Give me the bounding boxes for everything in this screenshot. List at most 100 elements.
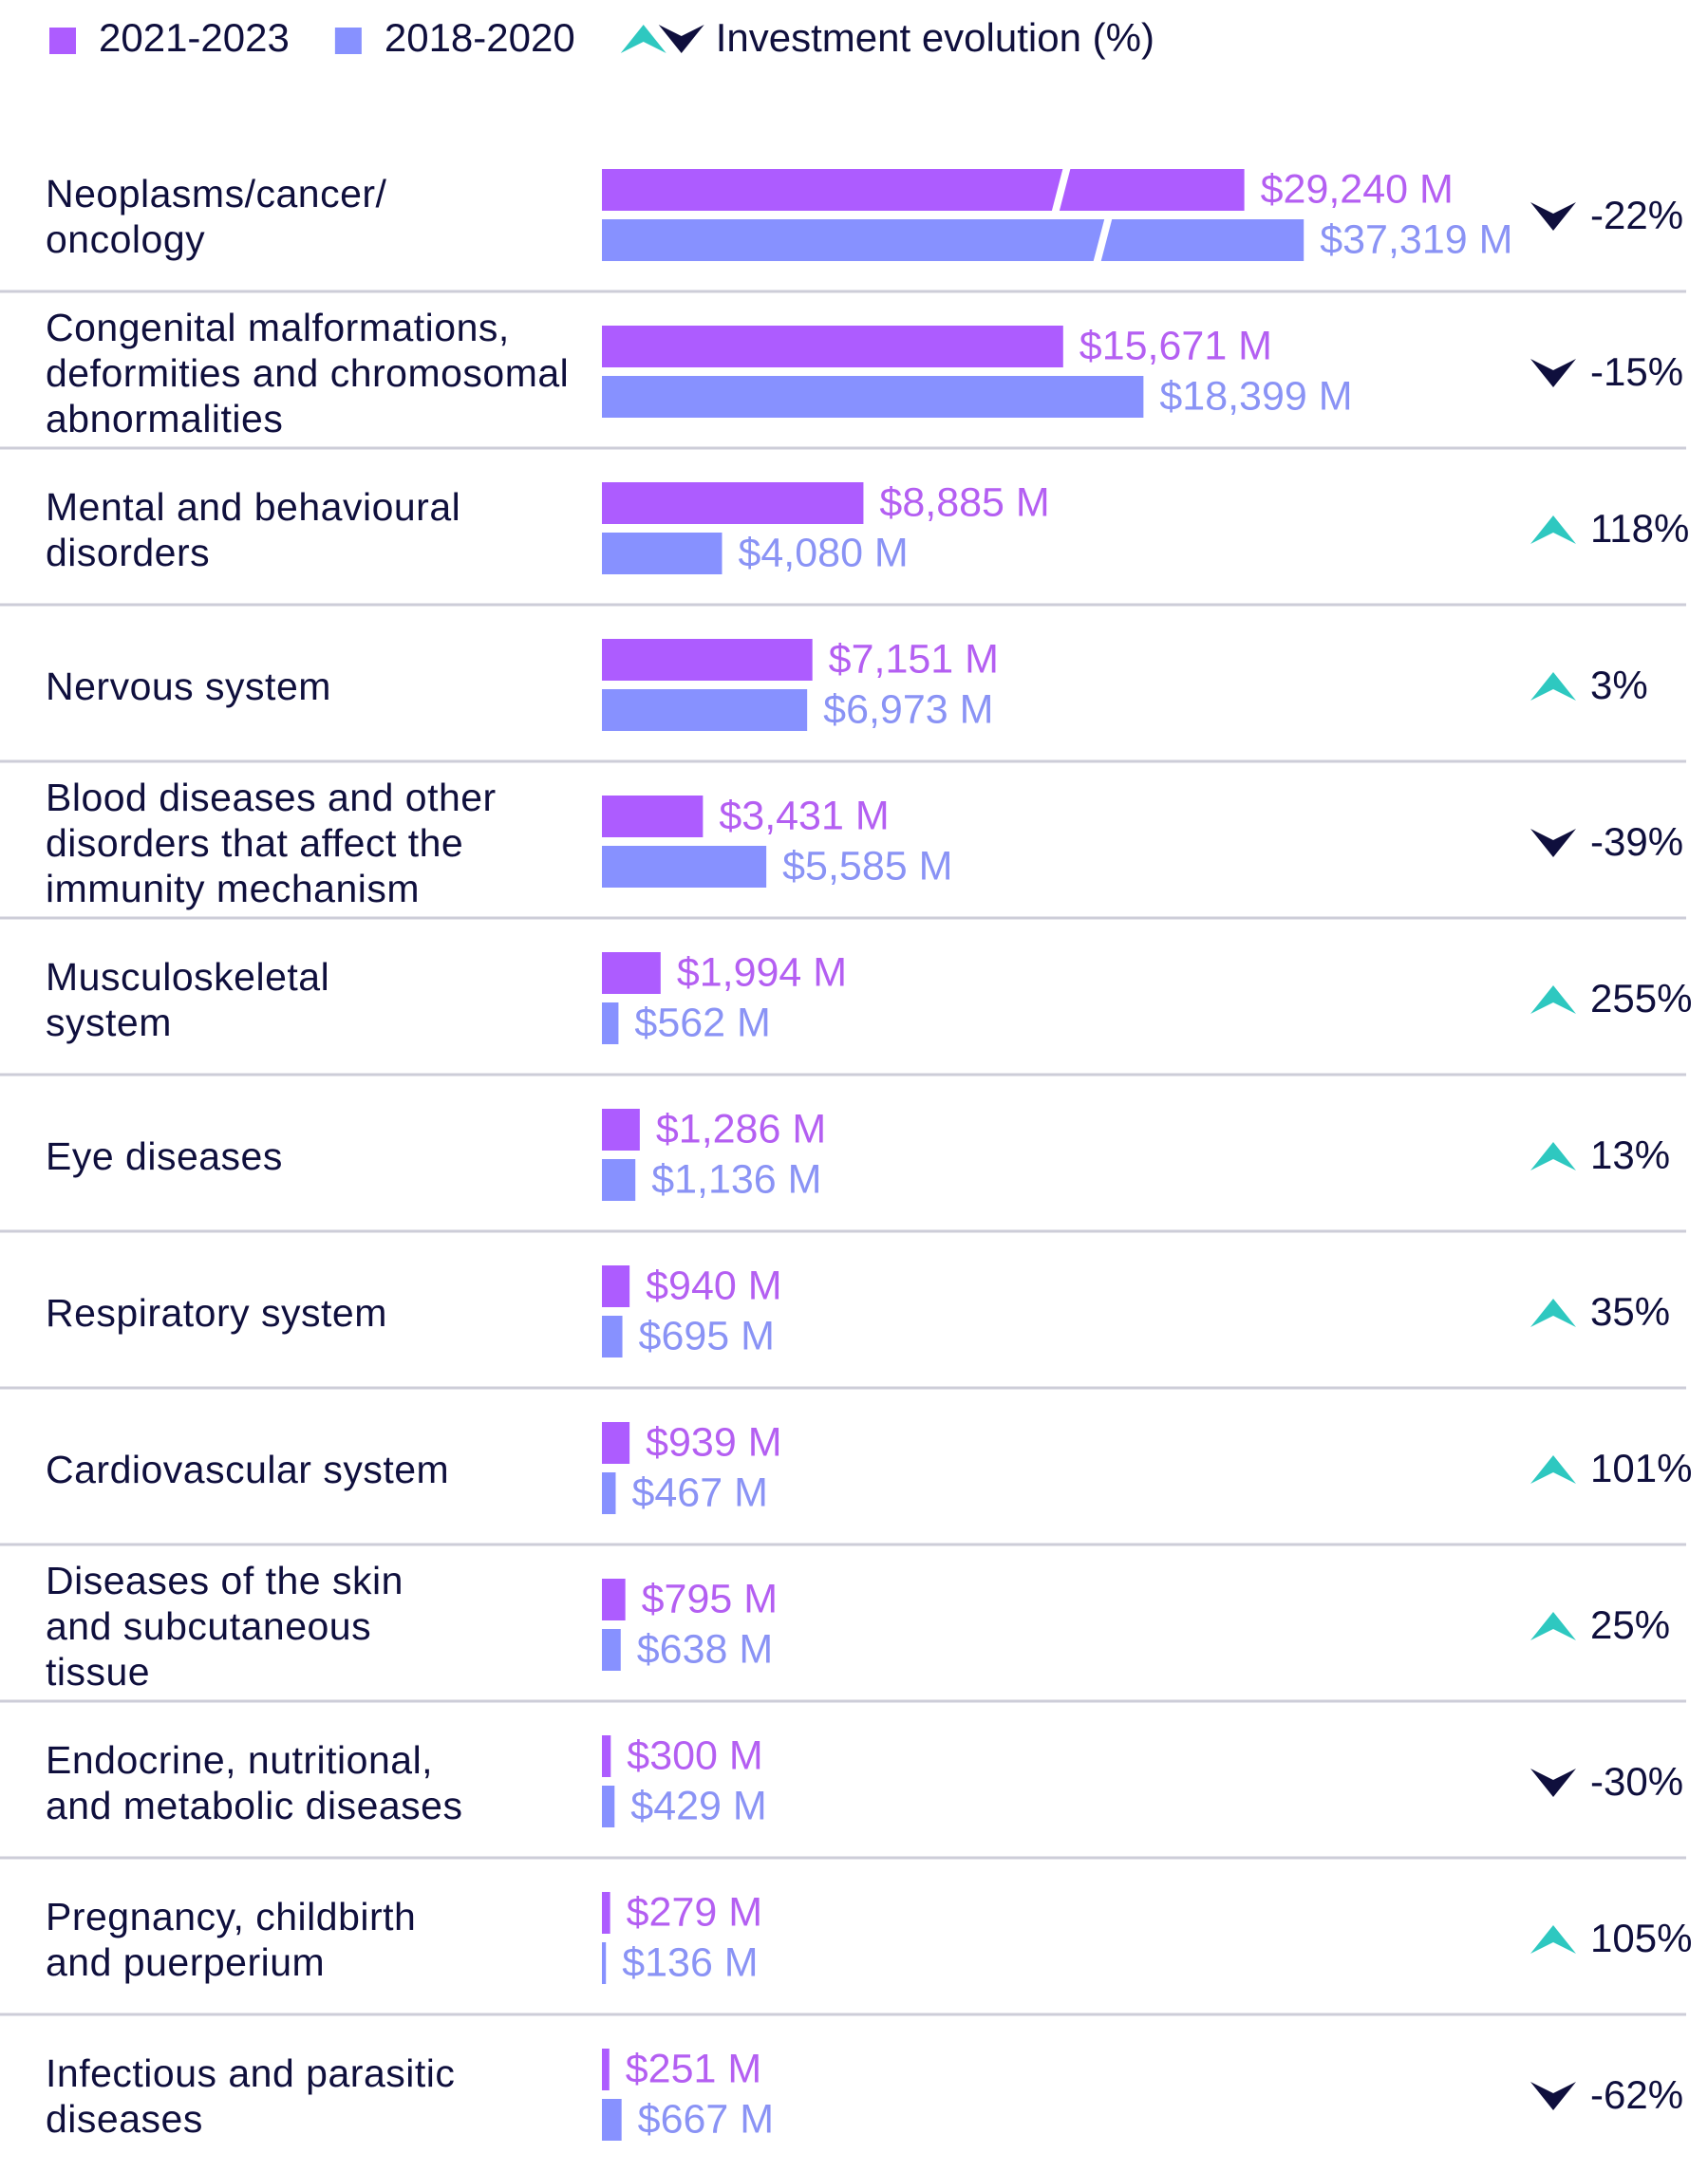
bar — [602, 689, 808, 731]
bar — [602, 1579, 626, 1620]
value-label: $18,399 M — [1159, 373, 1352, 419]
value-label: $638 M — [637, 1626, 773, 1672]
bar — [602, 1892, 610, 1934]
change-label: -22% — [1590, 193, 1683, 237]
category-label: Mental and behavioural disorders — [46, 485, 461, 574]
change-label: 255% — [1590, 976, 1692, 1020]
bar — [602, 952, 661, 994]
value-label: $1,136 M — [651, 1156, 821, 1202]
value-label: $136 M — [622, 1939, 758, 1985]
value-label: $3,431 M — [719, 793, 889, 838]
bar — [602, 169, 1245, 211]
category-label: Diseases of the skin and subcutaneous ti… — [46, 1559, 404, 1694]
up-arrow — [1530, 1925, 1576, 1954]
legend-label: Investment evolution (%) — [716, 15, 1154, 60]
value-label: $939 M — [646, 1419, 781, 1465]
category-label: Neoplasms/cancer/ oncology — [46, 172, 387, 261]
down-arrow — [1530, 829, 1576, 857]
change-label: 35% — [1590, 1289, 1670, 1334]
value-label: $695 M — [639, 1313, 775, 1358]
change-label: -15% — [1590, 349, 1683, 394]
category-label: Endocrine, nutritional, and metabolic di… — [46, 1738, 463, 1827]
change-label: 101% — [1590, 1446, 1692, 1490]
up-arrow — [1530, 515, 1576, 544]
bar — [602, 846, 767, 888]
axis-break — [1051, 168, 1071, 212]
bar — [602, 1629, 621, 1671]
down-arrow — [1530, 202, 1576, 231]
bar — [602, 1942, 607, 1984]
bar — [602, 1786, 615, 1827]
up-arrow — [1530, 1142, 1576, 1170]
down-arrow — [1530, 359, 1576, 387]
bar — [602, 1109, 640, 1151]
category-label: Eye diseases — [46, 1134, 283, 1178]
legend-down-arrow — [658, 25, 704, 53]
bar — [602, 796, 704, 837]
value-label: $4,080 M — [738, 530, 908, 575]
bar — [602, 2099, 622, 2141]
up-arrow — [1530, 1455, 1576, 1484]
value-label: $562 M — [634, 1000, 770, 1045]
down-arrow — [1530, 1769, 1576, 1797]
bar — [602, 1002, 619, 1044]
value-label: $940 M — [646, 1263, 781, 1308]
bar — [602, 482, 864, 524]
change-label: 25% — [1590, 1602, 1670, 1647]
legend-up-arrow — [620, 25, 666, 53]
category-label: Congenital malformations, deformities an… — [46, 306, 570, 440]
value-label: $300 M — [627, 1732, 762, 1778]
bar — [602, 1265, 630, 1307]
category-label: Cardiovascular system — [46, 1448, 450, 1491]
value-label: $29,240 M — [1261, 166, 1454, 212]
value-label: $1,994 M — [677, 949, 847, 995]
up-arrow — [1530, 1299, 1576, 1327]
category-label: Pregnancy, childbirth and puerperium — [46, 1895, 417, 1984]
bar — [602, 533, 723, 574]
bar — [602, 1159, 636, 1201]
change-label: 105% — [1590, 1916, 1692, 1960]
value-label: $279 M — [627, 1889, 762, 1935]
legend-swatch — [49, 28, 76, 54]
bar — [602, 219, 1304, 261]
category-label: Musculoskeletal system — [46, 955, 330, 1044]
value-label: $667 M — [638, 2096, 774, 2142]
bar — [602, 1472, 616, 1514]
category-label: Respiratory system — [46, 1291, 387, 1335]
bar — [602, 1422, 630, 1464]
bar — [602, 639, 813, 681]
value-label: $5,585 M — [782, 843, 952, 889]
up-arrow — [1530, 985, 1576, 1014]
bar — [602, 1735, 611, 1777]
value-label: $6,973 M — [823, 686, 993, 732]
change-label: 118% — [1590, 506, 1689, 551]
value-label: $37,319 M — [1320, 216, 1512, 262]
down-arrow — [1530, 2082, 1576, 2110]
change-label: 13% — [1590, 1133, 1670, 1177]
value-label: $467 M — [631, 1470, 767, 1515]
value-label: $251 M — [626, 2046, 761, 2091]
change-label: -62% — [1590, 2072, 1683, 2117]
up-arrow — [1530, 1612, 1576, 1640]
value-label: $8,885 M — [879, 479, 1049, 525]
axis-break — [1093, 218, 1113, 262]
value-label: $1,286 M — [656, 1106, 826, 1152]
change-label: -39% — [1590, 819, 1683, 864]
legend-label: 2021-2023 — [99, 15, 290, 60]
value-label: $15,671 M — [1079, 323, 1272, 368]
legend-label: 2018-2020 — [385, 15, 575, 60]
bar — [602, 376, 1144, 418]
bar — [602, 326, 1063, 367]
category-label: Blood diseases and other disorders that … — [46, 776, 497, 910]
change-label: -30% — [1590, 1759, 1683, 1804]
bar — [602, 1316, 623, 1358]
value-label: $795 M — [642, 1576, 778, 1621]
value-label: $429 M — [630, 1783, 766, 1828]
legend-swatch — [334, 28, 362, 54]
value-label: $7,151 M — [829, 636, 999, 682]
bar — [602, 2049, 610, 2090]
category-label: Infectious and parasitic diseases — [46, 2051, 456, 2141]
up-arrow — [1530, 672, 1576, 701]
